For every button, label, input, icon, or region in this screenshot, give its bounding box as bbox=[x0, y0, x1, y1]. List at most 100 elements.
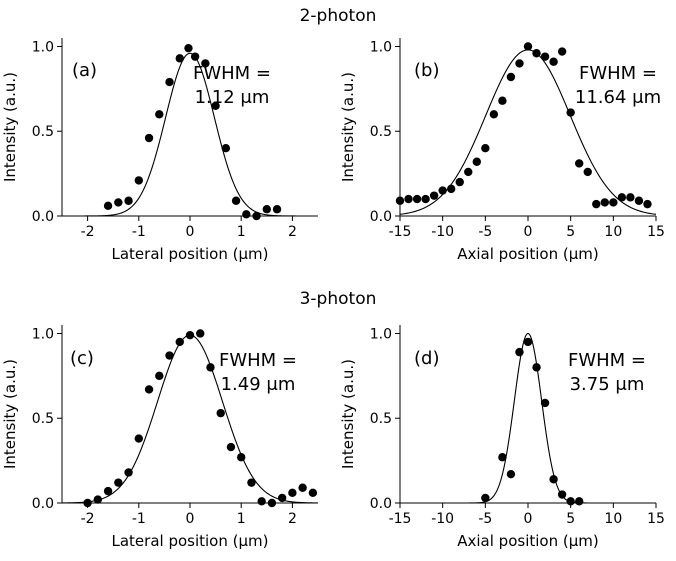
data-point bbox=[206, 363, 215, 372]
x-tick-label: 0 bbox=[186, 224, 195, 240]
data-point bbox=[643, 199, 652, 209]
panel-a: -2 -1 0 1 2 0.0 0.5 1.0 Lateral position (μm) Int… bbox=[1, 38, 318, 263]
data-point bbox=[472, 157, 481, 166]
x-tick-label: -5 bbox=[478, 511, 492, 527]
data-point bbox=[549, 475, 558, 484]
gaussian-fit-line bbox=[400, 332, 656, 504]
x-tick-label: -15 bbox=[389, 511, 412, 527]
data-point bbox=[412, 194, 422, 204]
x-tick-label: 1 bbox=[237, 511, 246, 527]
data-point bbox=[566, 108, 575, 117]
data-point bbox=[395, 196, 405, 205]
data-point bbox=[155, 110, 164, 119]
gaussian-fit-line bbox=[62, 52, 318, 217]
data-point bbox=[124, 468, 133, 477]
data-point bbox=[155, 371, 164, 381]
data-point bbox=[247, 478, 256, 487]
data-point bbox=[464, 167, 473, 177]
data-point bbox=[489, 110, 499, 119]
data-point bbox=[429, 191, 439, 200]
y-tick-label: 0.0 bbox=[32, 496, 54, 512]
y-tick-label: 0.5 bbox=[370, 124, 392, 140]
fwhm-label: FWHM = bbox=[219, 350, 297, 371]
data-point bbox=[609, 198, 618, 207]
y-axis-label: Intensity (a.u.) bbox=[339, 359, 357, 469]
x-axis-label: Lateral position (μm) bbox=[112, 245, 269, 263]
fwhm-label: FWHM = bbox=[193, 63, 271, 84]
data-point bbox=[134, 434, 143, 443]
panel-label: (d) bbox=[414, 348, 439, 369]
y-axis-label: Intensity (a.u.) bbox=[1, 359, 19, 469]
data-point bbox=[201, 59, 210, 68]
x-tick-label: -10 bbox=[431, 224, 454, 240]
y-tick-label: 1.0 bbox=[370, 39, 392, 55]
x-tick-label: -2 bbox=[81, 224, 95, 240]
x-tick-label: 2 bbox=[288, 511, 297, 527]
data-point bbox=[252, 211, 261, 221]
data-point bbox=[211, 101, 220, 111]
data-point bbox=[421, 194, 430, 204]
data-point bbox=[257, 497, 266, 506]
x-tick-label: 1 bbox=[237, 224, 246, 240]
data-point bbox=[481, 143, 490, 153]
x-tick-label: -10 bbox=[431, 511, 454, 527]
fwhm-value: 1.12 μm bbox=[195, 87, 270, 108]
data-point bbox=[190, 52, 200, 61]
y-axis-label: Intensity (a.u.) bbox=[339, 72, 357, 182]
data-point bbox=[583, 167, 592, 177]
y-tick-label: 0.0 bbox=[370, 209, 392, 225]
data-point bbox=[575, 159, 584, 168]
data-point bbox=[231, 196, 241, 205]
y-axis-label: Intensity (a.u.) bbox=[1, 72, 19, 182]
data-point bbox=[103, 201, 113, 211]
data-point bbox=[532, 49, 541, 58]
panel-label: (c) bbox=[70, 348, 94, 369]
data-point bbox=[626, 193, 635, 202]
data-point bbox=[515, 59, 524, 68]
data-point bbox=[114, 478, 123, 487]
data-point bbox=[124, 196, 133, 205]
x-tick-label: 10 bbox=[604, 511, 622, 527]
x-tick-label: -15 bbox=[389, 224, 412, 240]
data-point bbox=[103, 486, 113, 496]
data-point bbox=[523, 42, 533, 51]
x-tick-label: -1 bbox=[132, 224, 146, 240]
y-tick-label: 0.5 bbox=[32, 124, 54, 140]
data-point bbox=[242, 210, 251, 219]
fwhm-label: FWHM = bbox=[568, 350, 646, 371]
fwhm-value: 1.49 μm bbox=[221, 374, 296, 395]
data-point bbox=[144, 133, 154, 143]
data-point bbox=[226, 442, 236, 452]
data-point bbox=[634, 196, 644, 205]
x-axis-label: Axial position (μm) bbox=[457, 532, 598, 550]
data-point bbox=[185, 330, 195, 340]
fwhm-label: FWHM = bbox=[579, 63, 657, 84]
x-tick-label: 2 bbox=[288, 224, 297, 240]
panel-b: -15 -10 -5 0 5 10 15 0.0 0.5 1.0 Axial position (μ… bbox=[339, 38, 665, 263]
fwhm-value: 11.64 μm bbox=[575, 87, 661, 108]
y-tick-label: 0.0 bbox=[370, 496, 392, 512]
data-point bbox=[175, 337, 184, 347]
panel-label: (b) bbox=[414, 60, 439, 81]
data-point bbox=[262, 205, 271, 214]
x-tick-label: 0 bbox=[186, 511, 195, 527]
data-point bbox=[557, 47, 567, 56]
data-point bbox=[549, 57, 558, 66]
data-point bbox=[144, 385, 154, 394]
data-point bbox=[447, 184, 456, 194]
data-point bbox=[404, 194, 413, 204]
data-point bbox=[267, 498, 277, 508]
data-point bbox=[221, 143, 231, 153]
data-point bbox=[308, 488, 318, 498]
panel-d: -15 -10 -5 0 5 10 15 0.0 0.5 1.0 Axial position (μ… bbox=[339, 325, 665, 550]
data-point bbox=[134, 176, 143, 185]
x-axis-label: Lateral position (μm) bbox=[112, 532, 269, 550]
x-tick-label: -1 bbox=[132, 511, 146, 527]
data-point bbox=[575, 497, 584, 506]
data-point bbox=[481, 493, 490, 503]
data-point bbox=[272, 205, 282, 214]
x-tick-label: 0 bbox=[524, 511, 533, 527]
data-point bbox=[506, 469, 516, 479]
data-point bbox=[216, 408, 225, 418]
x-tick-label: -5 bbox=[478, 224, 492, 240]
